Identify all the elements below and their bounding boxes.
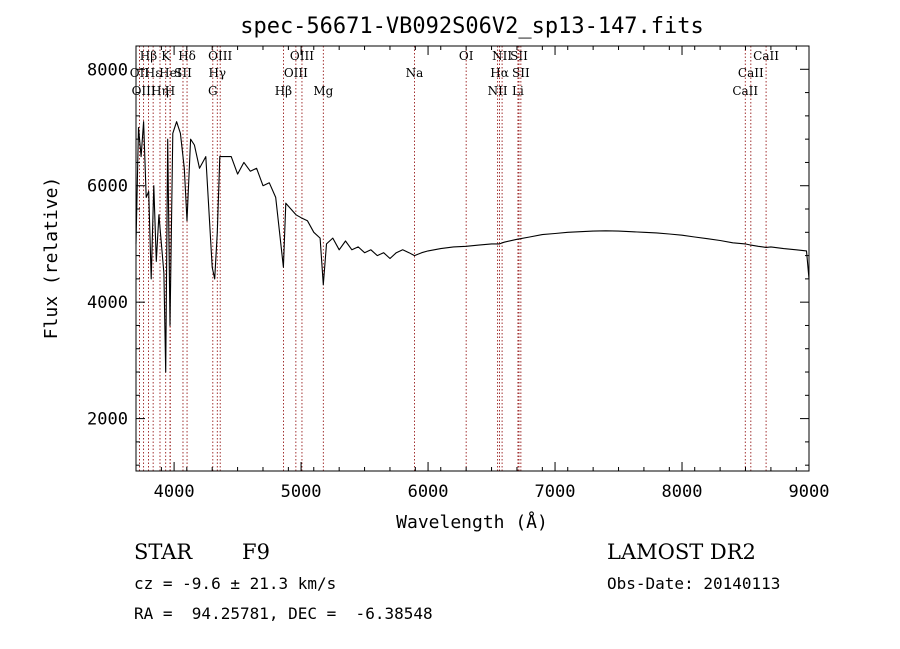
line-label-3: Hε	[145, 66, 162, 80]
line-label-23: NII	[488, 84, 508, 98]
x-tick-label-7000: 7000	[535, 482, 576, 502]
line-label-27: CaII	[732, 84, 758, 98]
y-tick-label-6000: 6000	[87, 177, 128, 197]
series-layer	[135, 121, 810, 373]
series-line-0	[135, 121, 810, 373]
line-label-0: Hβ	[140, 49, 157, 63]
redshift-text: cz = -9.6 ± 21.3 km/s	[134, 574, 337, 593]
line-label-22: SII	[512, 66, 530, 80]
x-axis: 4000 5000 6000 7000 8000 9000	[135, 46, 830, 502]
line-label-19: NII	[492, 49, 512, 63]
y-tick-label-4000: 4000	[87, 293, 128, 313]
line-label-21: Hα	[490, 66, 509, 80]
line-label-12: G	[208, 84, 218, 98]
y-axis: 2000 4000 6000 8000	[87, 45, 809, 466]
line-label-13: Hβ	[275, 84, 292, 98]
line-label-26: CaII	[738, 66, 764, 80]
line-label-15: OIII	[284, 66, 308, 80]
y-axis-label: Flux (relative)	[41, 177, 62, 340]
x-axis-label: Wavelength (Å)	[396, 511, 548, 533]
line-label-4: Hη	[151, 84, 169, 98]
object-subclass: F9	[242, 540, 270, 564]
obs-date: Obs-Date: 20140113	[607, 574, 781, 593]
line-label-18: OI	[459, 49, 474, 63]
line-label-6: HeI	[159, 66, 182, 80]
x-tick-label-8000: 8000	[662, 482, 703, 502]
line-label-14: OIII	[290, 49, 314, 63]
line-label-25: CaII	[753, 49, 779, 63]
line-label-8: SII	[174, 66, 192, 80]
line-label-24: Li	[512, 84, 524, 98]
x-tick-label-6000: 6000	[408, 482, 449, 502]
line-label-9: Hδ	[178, 49, 196, 63]
x-tick-label-4000: 4000	[154, 482, 195, 502]
line-label-11: Hγ	[208, 66, 226, 80]
y-tick-label-2000: 2000	[87, 410, 128, 430]
line-label-20: SII	[510, 49, 528, 63]
object-class: STAR	[134, 540, 193, 564]
survey-name: LAMOST DR2	[607, 540, 756, 564]
line-label-7: H	[165, 84, 175, 98]
ra-dec: RA = 94.25781, DEC = -6.38548	[134, 604, 433, 623]
line-label-5: K	[161, 49, 171, 63]
line-label-17: Na	[406, 66, 424, 80]
y-tick-label-8000: 8000	[87, 60, 128, 80]
plot-frame	[135, 45, 810, 472]
chart-title: spec-56671-VB092S06V2_sp13-147.fits	[240, 14, 704, 39]
line-label-16: Mg	[313, 84, 333, 98]
line-label-2: OIII	[132, 84, 156, 98]
line-label-10: OIII	[208, 49, 232, 63]
x-tick-label-9000: 9000	[789, 482, 830, 502]
x-tick-label-5000: 5000	[281, 482, 322, 502]
